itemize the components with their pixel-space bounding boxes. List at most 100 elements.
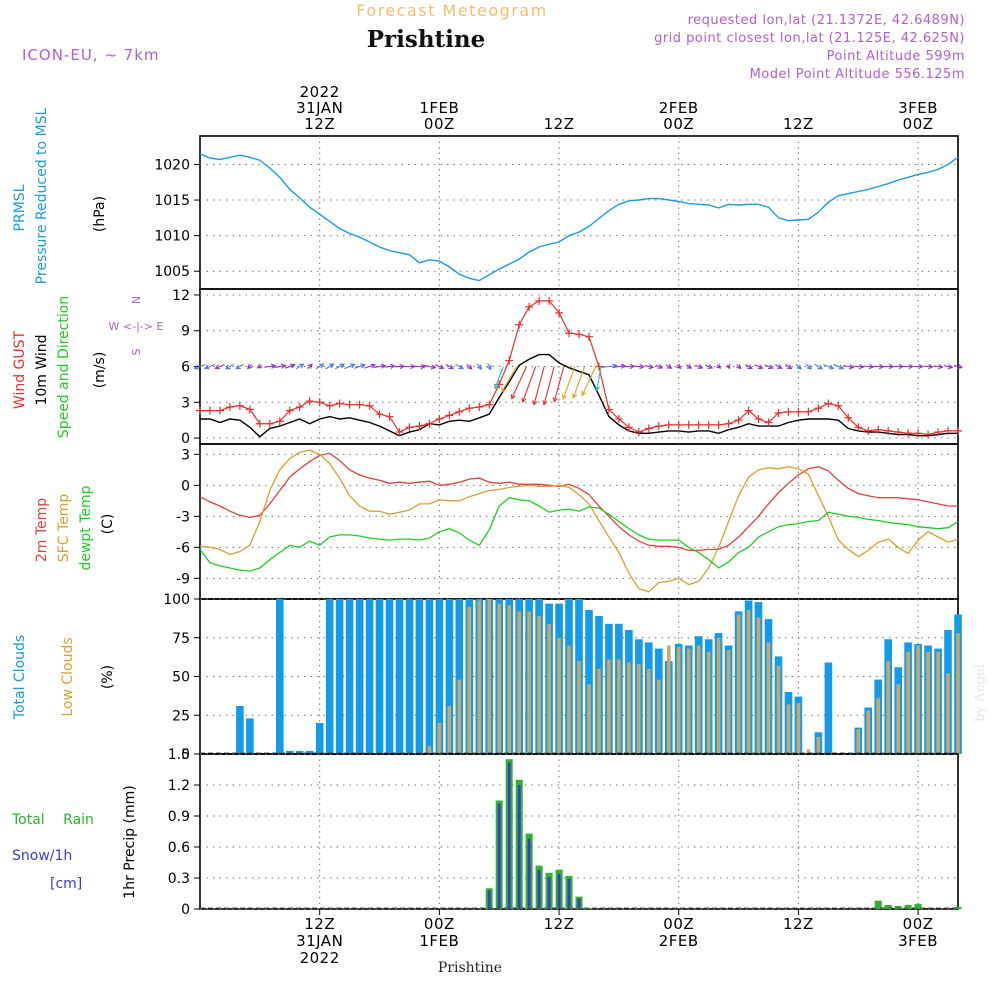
gust-marker — [644, 424, 653, 433]
wind-arrow — [612, 365, 626, 368]
low-cloud-bar — [627, 662, 631, 754]
total-cloud-bar — [345, 599, 354, 754]
wind-arrow-head — [777, 364, 783, 369]
wind-arrow-head — [420, 363, 427, 370]
wind-arrow-head — [639, 363, 645, 370]
pressure-ytick-label: 1020 — [154, 157, 190, 173]
gust-marker — [275, 417, 284, 426]
wind-arrow — [853, 365, 864, 368]
wind-arrow — [344, 363, 355, 370]
precip-axis-label: 1hr Precip (mm) — [122, 785, 138, 898]
wind-arrow-head — [476, 364, 483, 371]
wind-arrow-head — [360, 363, 366, 369]
gust-marker — [235, 401, 244, 410]
wind-arrow — [325, 363, 334, 370]
clouds-ytick-label: 100 — [163, 592, 190, 608]
pressure-ytick-label: 1005 — [154, 264, 190, 280]
wind-arrow-head — [715, 363, 722, 369]
wind-arrow-head — [908, 363, 914, 370]
gust-marker — [525, 302, 534, 311]
gust-marker — [465, 404, 474, 413]
wind-arrow-head — [280, 363, 287, 369]
wind-arrow — [364, 364, 376, 369]
top-axis-label: 00Z — [903, 115, 934, 133]
low-cloud-bar — [936, 651, 940, 754]
gust-marker — [674, 420, 683, 429]
precip-ytick-label: 1.5 — [168, 747, 190, 763]
gust-marker — [375, 410, 384, 419]
pressure-frame — [199, 135, 959, 290]
wind-arrow-head — [225, 364, 231, 370]
gust-marker — [734, 416, 743, 425]
bottom-axis-label: 31JAN — [296, 932, 343, 950]
gust-marker — [714, 420, 723, 429]
low-cloud-bar — [736, 614, 741, 754]
wind-arrow — [644, 365, 654, 368]
bottom-axis-label: 3FEB — [898, 932, 938, 950]
low-cloud-bar — [776, 665, 781, 754]
wind-arrow — [264, 365, 276, 368]
gust-marker — [365, 401, 374, 410]
clouds-ytick-label: 75 — [172, 631, 190, 647]
precip-ytick-label: 0.6 — [168, 840, 190, 856]
low-cloud-bar — [866, 710, 870, 754]
wind-arrow — [295, 363, 304, 370]
precip-ytick-label: 0.9 — [168, 809, 190, 825]
temp-unit: (C) — [100, 514, 116, 535]
total-cloud-bar — [365, 599, 374, 754]
low-cloud-bar — [587, 684, 591, 755]
temp-sfc-line — [199, 449, 959, 593]
low-cloud-bar — [457, 679, 462, 754]
gust-marker — [914, 429, 923, 438]
footer-location: Prishtine — [438, 960, 502, 976]
total-cloud-bar — [405, 599, 414, 754]
wind-arrow-head — [758, 364, 764, 370]
snow-label: Snow/1h — [12, 848, 72, 864]
wind-arrow — [373, 365, 386, 368]
wind-arrow — [494, 366, 504, 389]
gust-marker — [196, 406, 204, 415]
gust-marker — [744, 406, 753, 415]
wind-arrow — [623, 365, 635, 368]
snow-bar — [567, 879, 571, 909]
subtitle: Forecast Meteogram — [356, 1, 547, 20]
gust-marker — [764, 418, 773, 427]
gust-marker — [455, 407, 464, 416]
wind-arrow-head — [676, 363, 682, 370]
low-cloud-bar — [517, 611, 521, 754]
low-cloud-bar — [647, 668, 651, 755]
total-cloud-bar — [585, 609, 593, 754]
gust-marker — [864, 426, 873, 435]
top-axis-label: 2022 — [300, 83, 340, 101]
total-cloud-bar — [824, 662, 833, 754]
gust-marker — [255, 419, 264, 428]
gust-marker — [475, 403, 484, 412]
low-cloud-bar — [816, 737, 821, 754]
snow-bar — [547, 877, 551, 909]
wind-arrow-head — [329, 363, 335, 369]
low-cloud-bar — [657, 679, 661, 754]
total-cloud-bar — [295, 750, 304, 754]
wind-arrow — [785, 363, 792, 370]
wind-arrow-head — [290, 363, 296, 369]
gust-marker — [684, 420, 693, 429]
wind-arrow — [764, 364, 773, 369]
precip-ytick-label: 1.2 — [168, 778, 190, 794]
wind-arrow-head — [888, 363, 895, 370]
page-title: Prishtine — [367, 26, 486, 53]
temp-2m-line — [199, 452, 958, 552]
pressure-unit: (hPa) — [92, 196, 108, 232]
top-axis-label: 12Z — [544, 115, 575, 133]
wind-arrow — [413, 365, 425, 368]
wind-arrow-head — [947, 364, 954, 370]
bottom-axis-label: 12Z — [783, 915, 814, 933]
wind-arrow-head — [581, 390, 587, 397]
wind-arrow — [572, 366, 586, 398]
top-axis-label: 12Z — [304, 115, 335, 133]
wind-panel: 0 3 6 9 12 — [172, 288, 963, 447]
wind-arrow-head — [214, 364, 221, 370]
wind-ytick-label: 6 — [181, 360, 190, 376]
gust-marker — [954, 426, 962, 435]
low-cloud-bar — [527, 611, 531, 754]
